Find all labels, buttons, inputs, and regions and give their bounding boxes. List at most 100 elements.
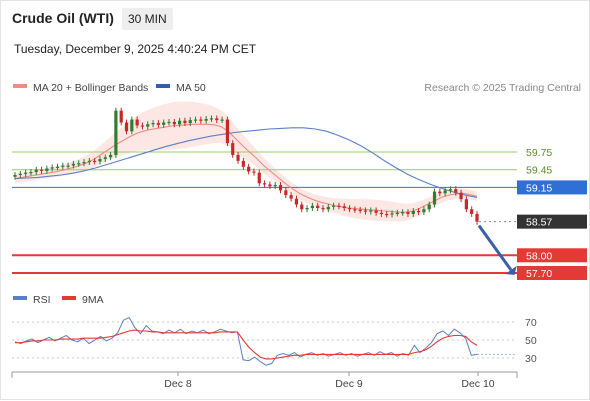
moving-averages	[14, 123, 478, 213]
level-label-resistance: 59.75	[526, 147, 552, 159]
level-badge-support	[517, 266, 587, 280]
candle-body	[470, 209, 474, 214]
candle-body	[353, 209, 357, 211]
rsi-tick-label: 70	[525, 317, 537, 329]
candle-body	[183, 120, 187, 124]
interval-badge[interactable]: 30 MIN	[122, 8, 173, 30]
bollinger-legend-swatch	[13, 84, 27, 88]
candle-body	[236, 154, 240, 161]
candle-body	[337, 205, 341, 207]
candle-body	[18, 173, 22, 176]
candle-body	[390, 213, 394, 215]
candle-body	[300, 204, 304, 210]
rsi-ma-legend-swatch	[62, 296, 76, 300]
candle-body	[294, 198, 299, 205]
candle-body	[332, 205, 336, 207]
candle-body	[204, 118, 208, 121]
candle-body	[358, 209, 362, 212]
instrument-title: Crude Oil (WTI)	[12, 10, 114, 26]
candle-body	[448, 189, 453, 191]
ma20-line	[14, 123, 478, 213]
rsi-ma-line	[15, 329, 478, 360]
candle-body	[316, 205, 320, 209]
candle-body	[284, 190, 288, 196]
bollinger-band	[15, 101, 477, 222]
candle-body	[209, 118, 214, 120]
ma50-line	[14, 127, 478, 198]
level-label-resistance: 59.45	[526, 165, 552, 177]
level-label-support: 57.70	[526, 268, 552, 280]
candle-body	[310, 205, 314, 209]
candle-body	[108, 154, 113, 158]
rsi-tick-label: 30	[525, 353, 537, 365]
candle-body	[268, 184, 272, 187]
candle-body	[401, 212, 405, 214]
ma50-legend-swatch	[156, 84, 170, 88]
candle-body	[162, 122, 166, 125]
x-tick-label: Dec 8	[164, 378, 192, 390]
candle-body	[167, 121, 171, 124]
candle-body	[454, 189, 458, 193]
candle-body	[411, 211, 415, 214]
candle-body	[55, 166, 60, 168]
candle-body	[71, 163, 76, 166]
candle-body	[103, 157, 107, 160]
candle-body	[172, 121, 176, 125]
candle-body	[39, 169, 44, 171]
candle-body	[416, 211, 421, 213]
rsi-panel: 70 50 30	[12, 316, 537, 366]
candle-body	[262, 183, 267, 185]
candle-body	[135, 119, 139, 126]
bollinger-legend-label: MA 20 + Bollinger Bands	[33, 82, 148, 94]
candle-body	[140, 125, 145, 127]
candle-body	[178, 120, 182, 125]
candle-body	[119, 110, 123, 123]
candle-body	[34, 169, 38, 173]
candle-body	[273, 185, 277, 187]
candle-body	[385, 213, 389, 216]
ma50-legend-label: MA 50	[176, 82, 206, 94]
candle-body	[61, 165, 65, 167]
candle-body	[24, 172, 28, 174]
candle-body	[379, 212, 384, 214]
candle-body	[87, 160, 91, 163]
credit-text: Research © 2025 Trading Central	[424, 82, 581, 94]
candle-body	[406, 212, 410, 214]
candle-body	[151, 123, 155, 125]
level-badge-current	[517, 214, 587, 229]
candle-body	[114, 110, 118, 155]
candle-body	[347, 208, 352, 210]
candle-body	[475, 213, 479, 222]
candle-body	[422, 209, 426, 213]
candle-body	[432, 191, 437, 205]
candle-body	[66, 165, 70, 167]
rsi-legend-swatch	[13, 296, 27, 300]
candle-body	[188, 120, 192, 124]
candle-body	[369, 210, 373, 212]
candle-body	[93, 160, 97, 163]
candle-body	[215, 118, 219, 121]
candle-body	[193, 119, 198, 121]
level-label-support: 58.00	[526, 250, 552, 262]
candle-body	[77, 163, 81, 165]
candle-body	[82, 162, 86, 164]
candle-body	[13, 175, 17, 177]
candle-body	[395, 212, 399, 214]
x-ticks: Dec 8 Dec 9 Dec 10	[164, 372, 495, 390]
forecast-arrow	[477, 224, 517, 275]
x-tick-label: Dec 9	[335, 378, 363, 390]
candle-body	[98, 159, 102, 162]
candle-body	[363, 210, 368, 212]
candles	[13, 107, 479, 225]
timestamp: Tuesday, December 9, 2025 4:40:24 PM CET	[14, 42, 257, 56]
candle-body	[459, 192, 463, 200]
candle-body	[130, 119, 134, 132]
rsi-tick-label: 50	[525, 335, 537, 347]
candle-body	[252, 171, 256, 173]
price-levels: 59.75 59.45 59.15 58.57 58.00 57.70	[12, 147, 587, 280]
candle-body	[225, 119, 230, 144]
bollinger-fill	[15, 101, 477, 222]
level-label-current: 58.57	[526, 217, 552, 229]
